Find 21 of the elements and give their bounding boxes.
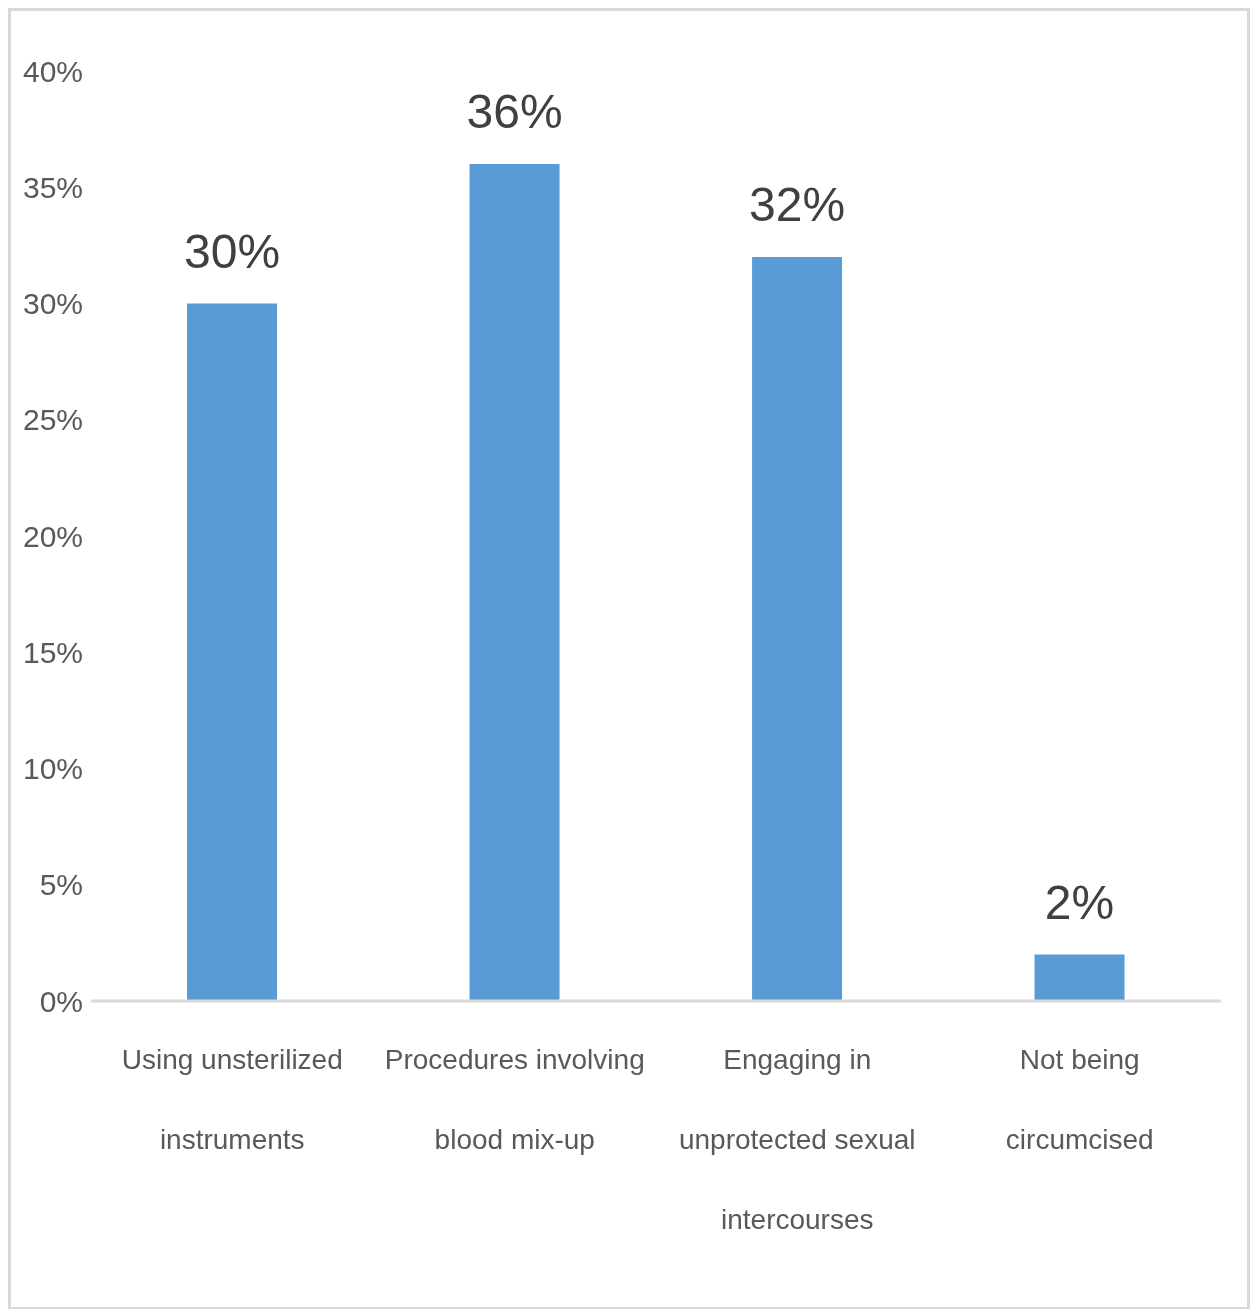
category-label: Procedures involving blood mix-up [384,1044,645,1155]
data-label: 36% [466,85,563,138]
y-tick-label: 20% [22,519,83,553]
y-tick-label: 25% [22,403,83,437]
y-tick-label: 0% [39,984,83,1018]
y-tick-label: 10% [22,752,83,786]
bar [469,164,560,1001]
y-tick-label: 40% [22,54,83,88]
data-label: 2% [1044,875,1115,929]
data-label: 30% [184,224,281,278]
data-label: 32% [749,178,846,231]
y-tick-label: 15% [22,635,83,669]
category-label: Using unsterilized instruments [121,1044,343,1155]
category-label: Not being circumcised [1005,1044,1154,1155]
y-tick-label: 5% [39,868,83,902]
bar [752,257,843,1001]
bar [187,303,278,1001]
y-tick-label: 30% [22,287,83,321]
category-label: Engaging in unprotected sexual intercourses [678,1044,916,1235]
bar [1034,954,1125,1001]
y-tick-label: 35% [22,170,83,204]
